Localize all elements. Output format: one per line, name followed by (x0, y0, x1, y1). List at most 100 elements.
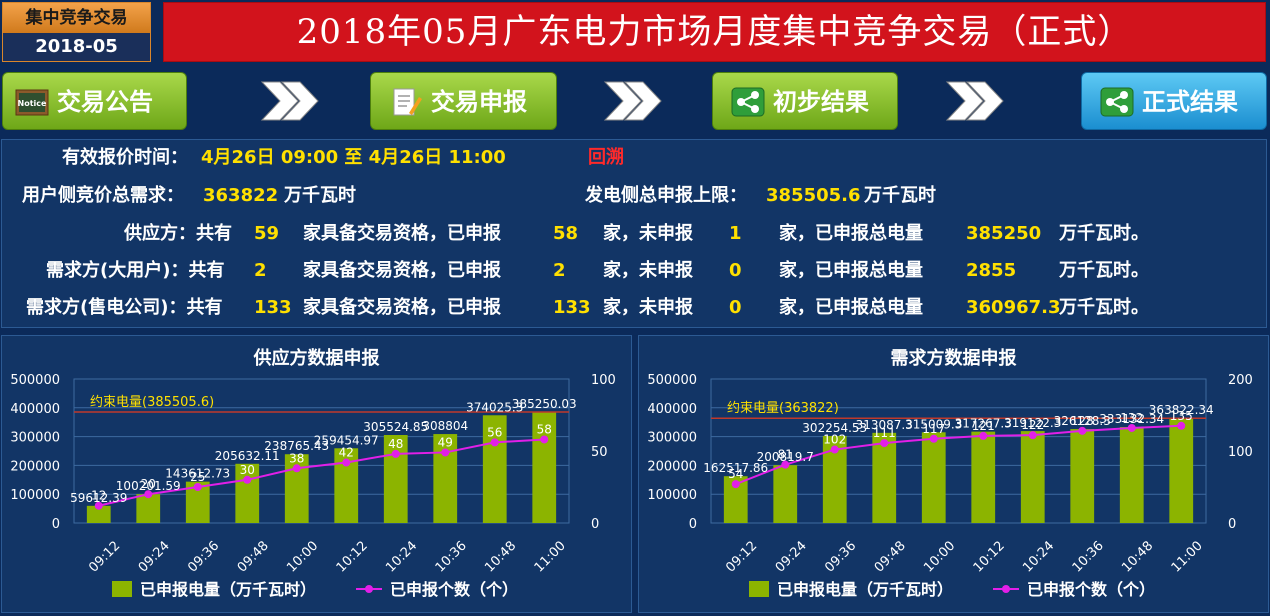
count-value-label: 132 (1120, 411, 1143, 425)
count-point (830, 445, 839, 454)
nav-final-result-button[interactable]: 正式结果 (1081, 72, 1267, 130)
undeclared-text: 家，未申报 (603, 223, 693, 244)
x-tick-label: 09:12 (86, 538, 123, 575)
bar (921, 432, 946, 523)
x-tick-label: 09:48 (872, 538, 909, 575)
svg-text:Notice: Notice (18, 99, 48, 108)
trade-summary-panel: 有效报价时间： 4月26日 09:00 至 4月26日 11:00 回溯 用户侧… (1, 139, 1267, 328)
x-tick-label: 10:12 (334, 538, 371, 575)
party-label: 需求方(大用户)：共有 (46, 260, 225, 281)
undeclared-count: 1 (729, 223, 742, 244)
header: 集中竞争交易 2018-05 2018年05月广东电力市场月度集中竞争交易（正式… (0, 0, 1270, 66)
y-left-tick-label: 200000 (647, 459, 697, 474)
count-value-label: 20 (141, 477, 156, 491)
qualified-count: 59 (254, 223, 280, 244)
supply-chart-panel: 供应方数据申报 0 100000 200000 300000 400000 500000 0… (1, 335, 632, 613)
bar-value-label: 200819.7 (757, 450, 814, 464)
legend-line-marker (1002, 585, 1010, 593)
bar-value-label: 259454.97 (314, 433, 379, 447)
bar-value-label: 305524.85 (363, 420, 428, 434)
x-tick-label: 11:00 (532, 538, 569, 575)
count-point (1177, 421, 1186, 430)
document-edit-icon (393, 88, 422, 116)
y-left-tick-label: 400000 (10, 402, 60, 417)
bar (433, 434, 458, 523)
x-tick-label: 09:48 (235, 538, 272, 575)
bar (1020, 431, 1045, 523)
bar-value-label: 319122.3 (1004, 416, 1061, 430)
nav-label: 初步结果 (773, 88, 869, 116)
qualified-count: 2 (254, 260, 267, 281)
x-tick-label: 09:12 (723, 538, 760, 575)
x-tick-label: 10:36 (1070, 538, 1107, 575)
count-value-label: 135 (1170, 409, 1193, 423)
nav-trade-declare-button[interactable]: 交易申报 (370, 72, 557, 130)
y-left-tick-label: 500000 (647, 373, 697, 388)
user-demand-value: 363822 (203, 185, 279, 206)
chart-title: 需求方数据申报 (890, 348, 1017, 369)
bar-value-label: 374025.3 (466, 400, 523, 414)
count-point (342, 458, 351, 467)
qualified-text: 家具备交易资格，已申报 (303, 260, 501, 281)
period-badge: 集中竞争交易 2018-05 (2, 2, 151, 62)
count-value-label: 58 (537, 422, 552, 436)
chevron-double-right-icon (603, 81, 662, 121)
count-point (441, 448, 450, 457)
bar-value-label: 317267.3 (955, 417, 1012, 431)
declared-count: 58 (553, 223, 579, 244)
qualified-text: 家具备交易资格，已申报 (303, 223, 501, 244)
count-value-label: 56 (487, 425, 502, 439)
nav-preliminary-result-button[interactable]: 初步结果 (712, 72, 898, 130)
count-point (1127, 423, 1136, 432)
gen-limit-value: 385505.6 (766, 185, 861, 206)
chevron-double-right-icon (945, 81, 1004, 121)
x-tick-label: 10:12 (971, 538, 1008, 575)
share-icon (731, 87, 765, 117)
count-value-label: 12 (91, 489, 106, 503)
bar (1169, 418, 1194, 523)
undeclared-count: 0 (729, 260, 742, 281)
total-value: 2855 (966, 260, 1017, 281)
bar-value-label: 313087.3 (856, 418, 913, 432)
bar (136, 494, 161, 523)
count-point (490, 438, 499, 447)
notice-board-icon: Notice (15, 89, 49, 116)
total-text: 家，已申报总电量 (779, 260, 923, 281)
replay-link[interactable]: 回溯 (588, 147, 624, 168)
nav-label: 正式结果 (1142, 88, 1238, 116)
y-right-tick-label: 200 (1228, 373, 1253, 388)
bar (1119, 427, 1144, 523)
bar (1070, 429, 1095, 523)
count-value-label: 122 (1021, 418, 1044, 432)
bar (872, 432, 897, 523)
x-tick-label: 10:00 (921, 538, 958, 575)
total-text: 家，已申报总电量 (779, 297, 923, 318)
qualified-text: 家具备交易资格，已申报 (303, 297, 501, 318)
party-label: 需求方(售电公司)：共有 (26, 297, 223, 318)
declared-count: 133 (553, 297, 591, 318)
total-value: 385250 (966, 223, 1042, 244)
badge-period: 2018-05 (35, 36, 118, 57)
count-point (979, 431, 988, 440)
count-value-label: 48 (388, 437, 403, 451)
nav-trade-notice-button[interactable]: Notice 交易公告 (2, 72, 187, 130)
declared-count: 2 (553, 260, 566, 281)
bar-value-label: 363822.34 (1149, 403, 1214, 417)
y-left-tick-label: 100000 (647, 488, 697, 503)
constraint-label: 约束电量(385505.6) (90, 395, 214, 410)
y-left-tick-label: 300000 (10, 431, 60, 446)
y-left-tick-label: 100000 (10, 488, 60, 503)
bar-value-label: 326128.3 (1054, 414, 1111, 428)
chevron-double-right-icon (260, 81, 319, 121)
x-tick-label: 10:24 (383, 538, 420, 575)
unit-tail: 万千瓦时。 (1059, 223, 1149, 244)
x-tick-label: 10:24 (1020, 538, 1057, 575)
unit-label: 万千瓦时 (864, 185, 936, 206)
bar (86, 505, 111, 523)
legend-bar-swatch (112, 581, 132, 597)
y-left-tick-label: 400000 (647, 402, 697, 417)
x-tick-label: 09:24 (773, 538, 810, 575)
badge-type: 集中竞争交易 (3, 3, 150, 33)
bar-value-label: 333132.34 (1099, 412, 1164, 426)
count-value-label: 81 (778, 448, 793, 462)
